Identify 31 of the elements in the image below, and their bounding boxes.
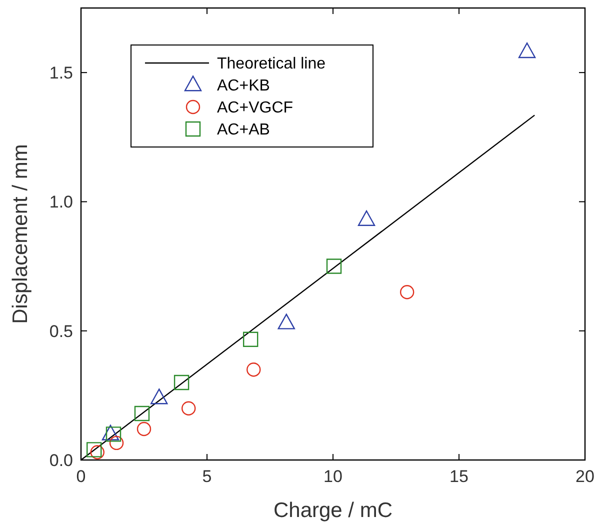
legend-label: AC+VGCF	[217, 100, 294, 117]
legend-label: AC+KB	[217, 78, 270, 95]
x-tick-label: 15	[450, 467, 468, 486]
point	[90, 445, 104, 460]
point	[134, 406, 150, 422]
y-tick-label: 0.5	[49, 322, 73, 341]
point	[182, 401, 196, 416]
legend-label: AC+AB	[217, 122, 270, 139]
point	[278, 314, 295, 330]
x-tick-label: 10	[324, 467, 342, 486]
x-axis-title: Charge / mC	[273, 499, 393, 522]
point	[136, 422, 152, 436]
point	[518, 42, 536, 58]
x-tick-label: 20	[576, 467, 594, 486]
point	[174, 374, 190, 390]
y-axis-title: Displacement / mm	[9, 144, 32, 324]
point	[246, 362, 261, 377]
point	[106, 426, 122, 442]
point	[150, 388, 168, 404]
point	[400, 285, 414, 300]
legend-label: Theoretical line	[217, 56, 326, 73]
point	[358, 210, 376, 226]
point	[326, 258, 342, 274]
y-tick-label: 1.0	[49, 192, 73, 212]
y-tick-label: 0.0	[49, 450, 73, 470]
x-tick-label: 5	[202, 467, 212, 486]
point	[242, 332, 258, 347]
point	[109, 436, 124, 450]
y-tick-label: 1.5	[49, 64, 73, 83]
x-tick-label: 0	[76, 467, 86, 486]
point	[86, 442, 102, 458]
